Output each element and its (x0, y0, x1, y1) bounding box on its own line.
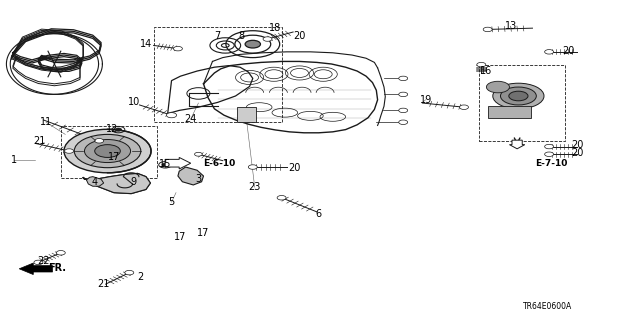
Circle shape (545, 50, 554, 54)
Bar (479, 65, 565, 141)
Circle shape (248, 165, 257, 169)
Circle shape (166, 113, 177, 118)
Circle shape (483, 27, 492, 32)
Polygon shape (165, 157, 191, 169)
Circle shape (74, 134, 141, 168)
Bar (61, 126, 157, 178)
Text: 22: 22 (37, 256, 50, 266)
Text: FR.: FR. (48, 263, 66, 273)
Text: 17: 17 (108, 152, 120, 163)
Text: 24: 24 (184, 114, 197, 124)
Circle shape (545, 152, 554, 156)
Text: 13: 13 (504, 20, 517, 31)
Polygon shape (509, 140, 525, 149)
Circle shape (399, 76, 408, 81)
Text: 16: 16 (480, 66, 493, 76)
Circle shape (486, 81, 509, 93)
Text: 7: 7 (214, 31, 221, 41)
Circle shape (115, 128, 122, 131)
Text: 20: 20 (571, 148, 584, 158)
Circle shape (477, 62, 486, 67)
Text: 4: 4 (92, 177, 98, 188)
Circle shape (162, 163, 168, 166)
Text: 11: 11 (40, 117, 52, 127)
Text: 17: 17 (197, 228, 210, 238)
Text: 20: 20 (293, 31, 306, 41)
Circle shape (399, 108, 408, 113)
Circle shape (125, 270, 134, 275)
Circle shape (500, 87, 536, 105)
Circle shape (399, 92, 408, 97)
Text: 23: 23 (248, 182, 261, 192)
Circle shape (95, 139, 104, 143)
Circle shape (84, 140, 131, 163)
Circle shape (399, 120, 408, 124)
Text: 20: 20 (571, 140, 584, 150)
Circle shape (195, 152, 202, 156)
Circle shape (493, 83, 544, 109)
Bar (488, 106, 531, 118)
Text: 1: 1 (11, 155, 17, 165)
Text: 3: 3 (195, 174, 202, 184)
Circle shape (263, 37, 272, 41)
Circle shape (545, 144, 554, 149)
Polygon shape (19, 263, 52, 275)
Text: 18: 18 (269, 23, 282, 33)
Circle shape (245, 40, 260, 48)
Circle shape (277, 196, 286, 200)
Bar (237, 107, 256, 122)
Circle shape (34, 260, 43, 265)
Text: 20: 20 (562, 46, 575, 56)
Text: 12: 12 (106, 124, 118, 134)
Circle shape (64, 129, 151, 173)
Text: 14: 14 (140, 39, 152, 49)
Text: E-6-10: E-6-10 (204, 159, 236, 168)
Text: 19: 19 (419, 95, 432, 105)
Circle shape (65, 149, 74, 153)
Text: 5: 5 (168, 197, 175, 207)
Text: 21: 21 (97, 279, 110, 289)
Text: 20: 20 (288, 163, 301, 173)
Circle shape (460, 105, 468, 109)
Polygon shape (86, 177, 104, 186)
Text: 17: 17 (174, 232, 187, 243)
Text: 9: 9 (130, 177, 136, 188)
Text: 15: 15 (159, 159, 172, 169)
Text: 6: 6 (316, 209, 322, 220)
Text: 8: 8 (239, 31, 245, 41)
Polygon shape (83, 173, 150, 194)
Text: 2: 2 (138, 272, 144, 282)
Text: 10: 10 (128, 97, 141, 108)
Circle shape (95, 145, 120, 157)
Text: TR64E0600A: TR64E0600A (523, 302, 572, 311)
Polygon shape (178, 167, 204, 185)
Circle shape (56, 251, 65, 255)
Bar (154, 27, 282, 122)
Circle shape (509, 91, 528, 101)
Circle shape (173, 46, 182, 51)
Text: E-7-10: E-7-10 (536, 159, 568, 168)
Text: 21: 21 (33, 136, 46, 146)
